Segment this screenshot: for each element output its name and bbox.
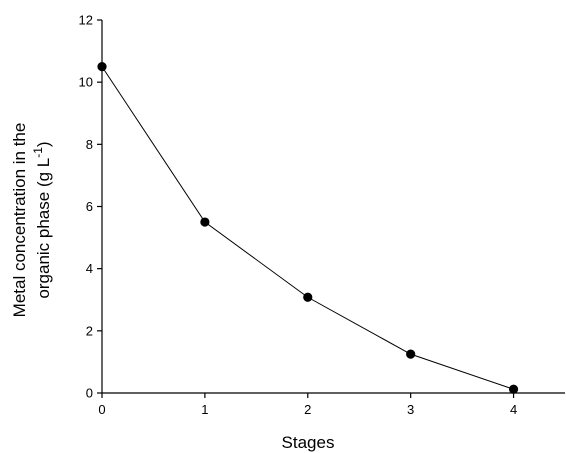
y-axis-title-sup: -1	[31, 147, 45, 158]
data-point	[200, 217, 210, 227]
y-tick-label: 0	[86, 386, 93, 401]
axes	[101, 20, 565, 394]
x-tick-label: 4	[510, 402, 517, 417]
y-tick-label: 12	[79, 13, 93, 28]
data-point	[406, 349, 416, 359]
y-tick-label: 2	[86, 323, 93, 338]
y-axis-title-main: organic phase (g L	[34, 158, 53, 299]
data-point	[97, 62, 107, 72]
series-group	[97, 62, 519, 394]
x-tick-label: 3	[407, 402, 414, 417]
y-tick-label: 8	[86, 137, 93, 152]
y-axis-title-line1: Metal concentration in the	[10, 123, 29, 318]
x-tick-label: 0	[98, 402, 105, 417]
data-point	[508, 384, 519, 394]
x-tick-label: 2	[304, 402, 311, 417]
y-tick-label: 6	[86, 199, 93, 214]
y-tick-label: 10	[79, 75, 93, 90]
x-tick-label: 1	[201, 402, 208, 417]
series-line	[101, 66, 514, 390]
y-axis-title-end: )	[34, 141, 53, 147]
y-tick-label: 4	[86, 261, 93, 276]
y-axis-title-line2: organic phase (g L-1)	[31, 141, 53, 298]
data-point	[303, 292, 313, 302]
y-axis-title: Metal concentration in the organic phase…	[10, 123, 53, 318]
x-axis-title: Stages	[282, 433, 335, 452]
